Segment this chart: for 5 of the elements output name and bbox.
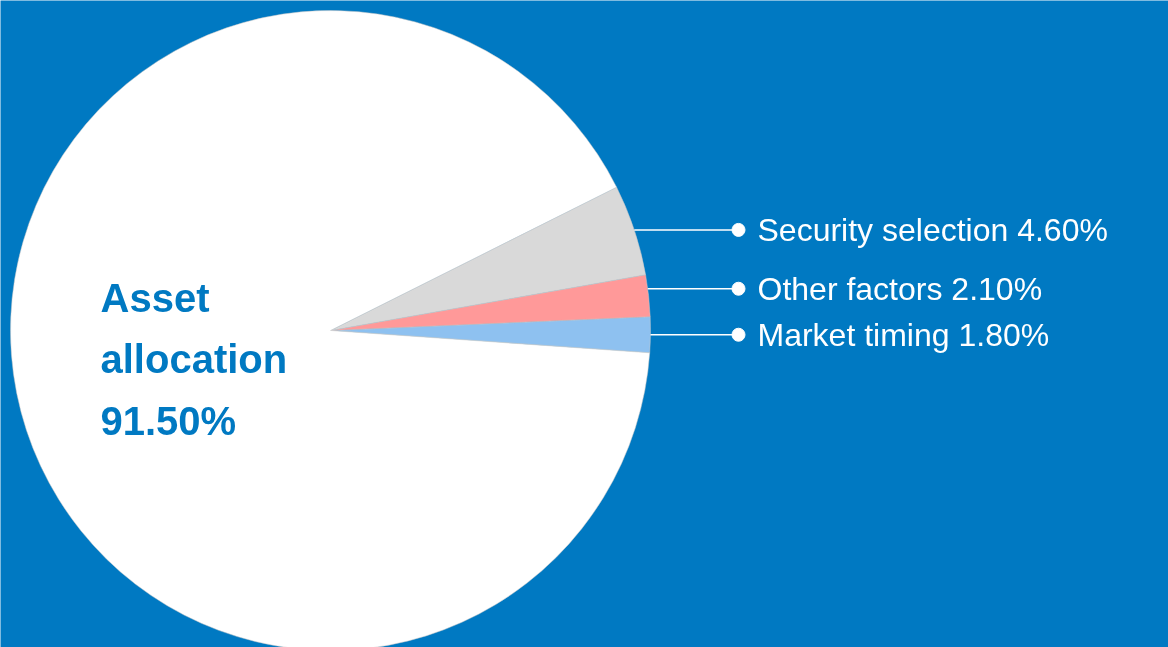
slice-label: Security selection 4.60% [757,211,1108,248]
data-label: 91.50% [100,398,237,443]
slice-label: Asset allocation [100,275,288,382]
slice-label: Other factors 2.10% [757,270,1043,307]
slice-label: Market timing 1.80% [757,316,1050,353]
